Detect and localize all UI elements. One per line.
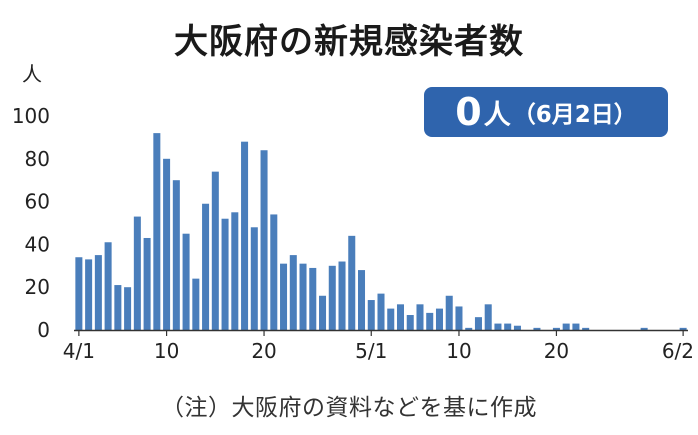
bars [75, 133, 687, 330]
bar [572, 323, 580, 330]
x-tick-label: 20 [251, 339, 276, 363]
x-tick-label: 4/1 [63, 339, 95, 363]
bar [133, 216, 141, 330]
y-axis-unit: 人 [22, 62, 42, 86]
x-axis-ticks: 4/1 10 20 5/1 10 20 6/2 [63, 330, 694, 363]
latest-count-badge: 0 人 （6月2日） [424, 87, 668, 137]
bar [309, 267, 317, 330]
bar [299, 263, 307, 330]
bar [270, 214, 278, 330]
bar [124, 287, 132, 330]
bar [465, 327, 473, 330]
bar [474, 317, 482, 330]
bar [250, 227, 258, 330]
bar [211, 171, 219, 330]
bar [338, 261, 346, 330]
bar [513, 325, 521, 330]
badge-date: （6月2日） [512, 102, 637, 128]
bar [504, 323, 512, 330]
bar [289, 255, 297, 330]
bar [172, 180, 180, 330]
bar [552, 327, 560, 330]
chart-title: 大阪府の新規感染者数 [174, 22, 524, 62]
y-tick-label: 0 [37, 318, 50, 342]
bar [377, 293, 385, 330]
badge-unit: 人 [483, 99, 511, 131]
bar [94, 255, 102, 330]
bar [182, 233, 190, 330]
x-tick-label: 6/2 [662, 339, 694, 363]
bar [319, 295, 327, 330]
bar [387, 308, 395, 330]
y-tick-label: 100 [12, 104, 50, 128]
bar [114, 285, 122, 330]
bar [445, 295, 453, 330]
bar [75, 257, 83, 330]
bar [406, 315, 414, 330]
x-tick-label: 20 [544, 339, 569, 363]
bar-chart: 人 0 20 40 60 80 100 4/1 10 20 5/1 10 20 6/2 [12, 62, 694, 363]
bar [231, 212, 239, 330]
x-tick-label: 10 [154, 339, 179, 363]
bar [533, 327, 541, 330]
x-tick-label: 10 [446, 339, 471, 363]
bar [328, 265, 336, 330]
y-tick-label: 60 [25, 190, 50, 214]
bar [367, 300, 375, 330]
bar [484, 304, 492, 330]
y-axis-ticks: 0 20 40 60 80 100 [12, 104, 50, 342]
bar [358, 270, 366, 330]
bar [163, 158, 171, 330]
bar [494, 323, 502, 330]
bar [241, 141, 249, 330]
bar [679, 327, 687, 330]
source-note: （注）大阪府の資料などを基に作成 [161, 395, 537, 421]
bar [85, 259, 93, 330]
bar [143, 237, 151, 330]
bar [562, 323, 570, 330]
bar [416, 304, 424, 330]
bar [426, 312, 434, 330]
bar [640, 327, 648, 330]
badge-value: 0 [455, 90, 482, 134]
bar [348, 235, 356, 330]
bar [280, 263, 288, 330]
bar [260, 150, 268, 330]
bar [221, 218, 229, 330]
bar [153, 133, 161, 330]
bar [104, 242, 112, 330]
bar [202, 203, 210, 330]
bar [435, 308, 443, 330]
x-tick-label: 5/1 [355, 339, 387, 363]
y-tick-label: 20 [25, 275, 50, 299]
y-tick-label: 40 [25, 232, 50, 256]
bar [192, 278, 200, 330]
y-tick-label: 80 [25, 147, 50, 171]
bar [582, 327, 590, 330]
bar [455, 306, 463, 330]
bar [396, 304, 404, 330]
